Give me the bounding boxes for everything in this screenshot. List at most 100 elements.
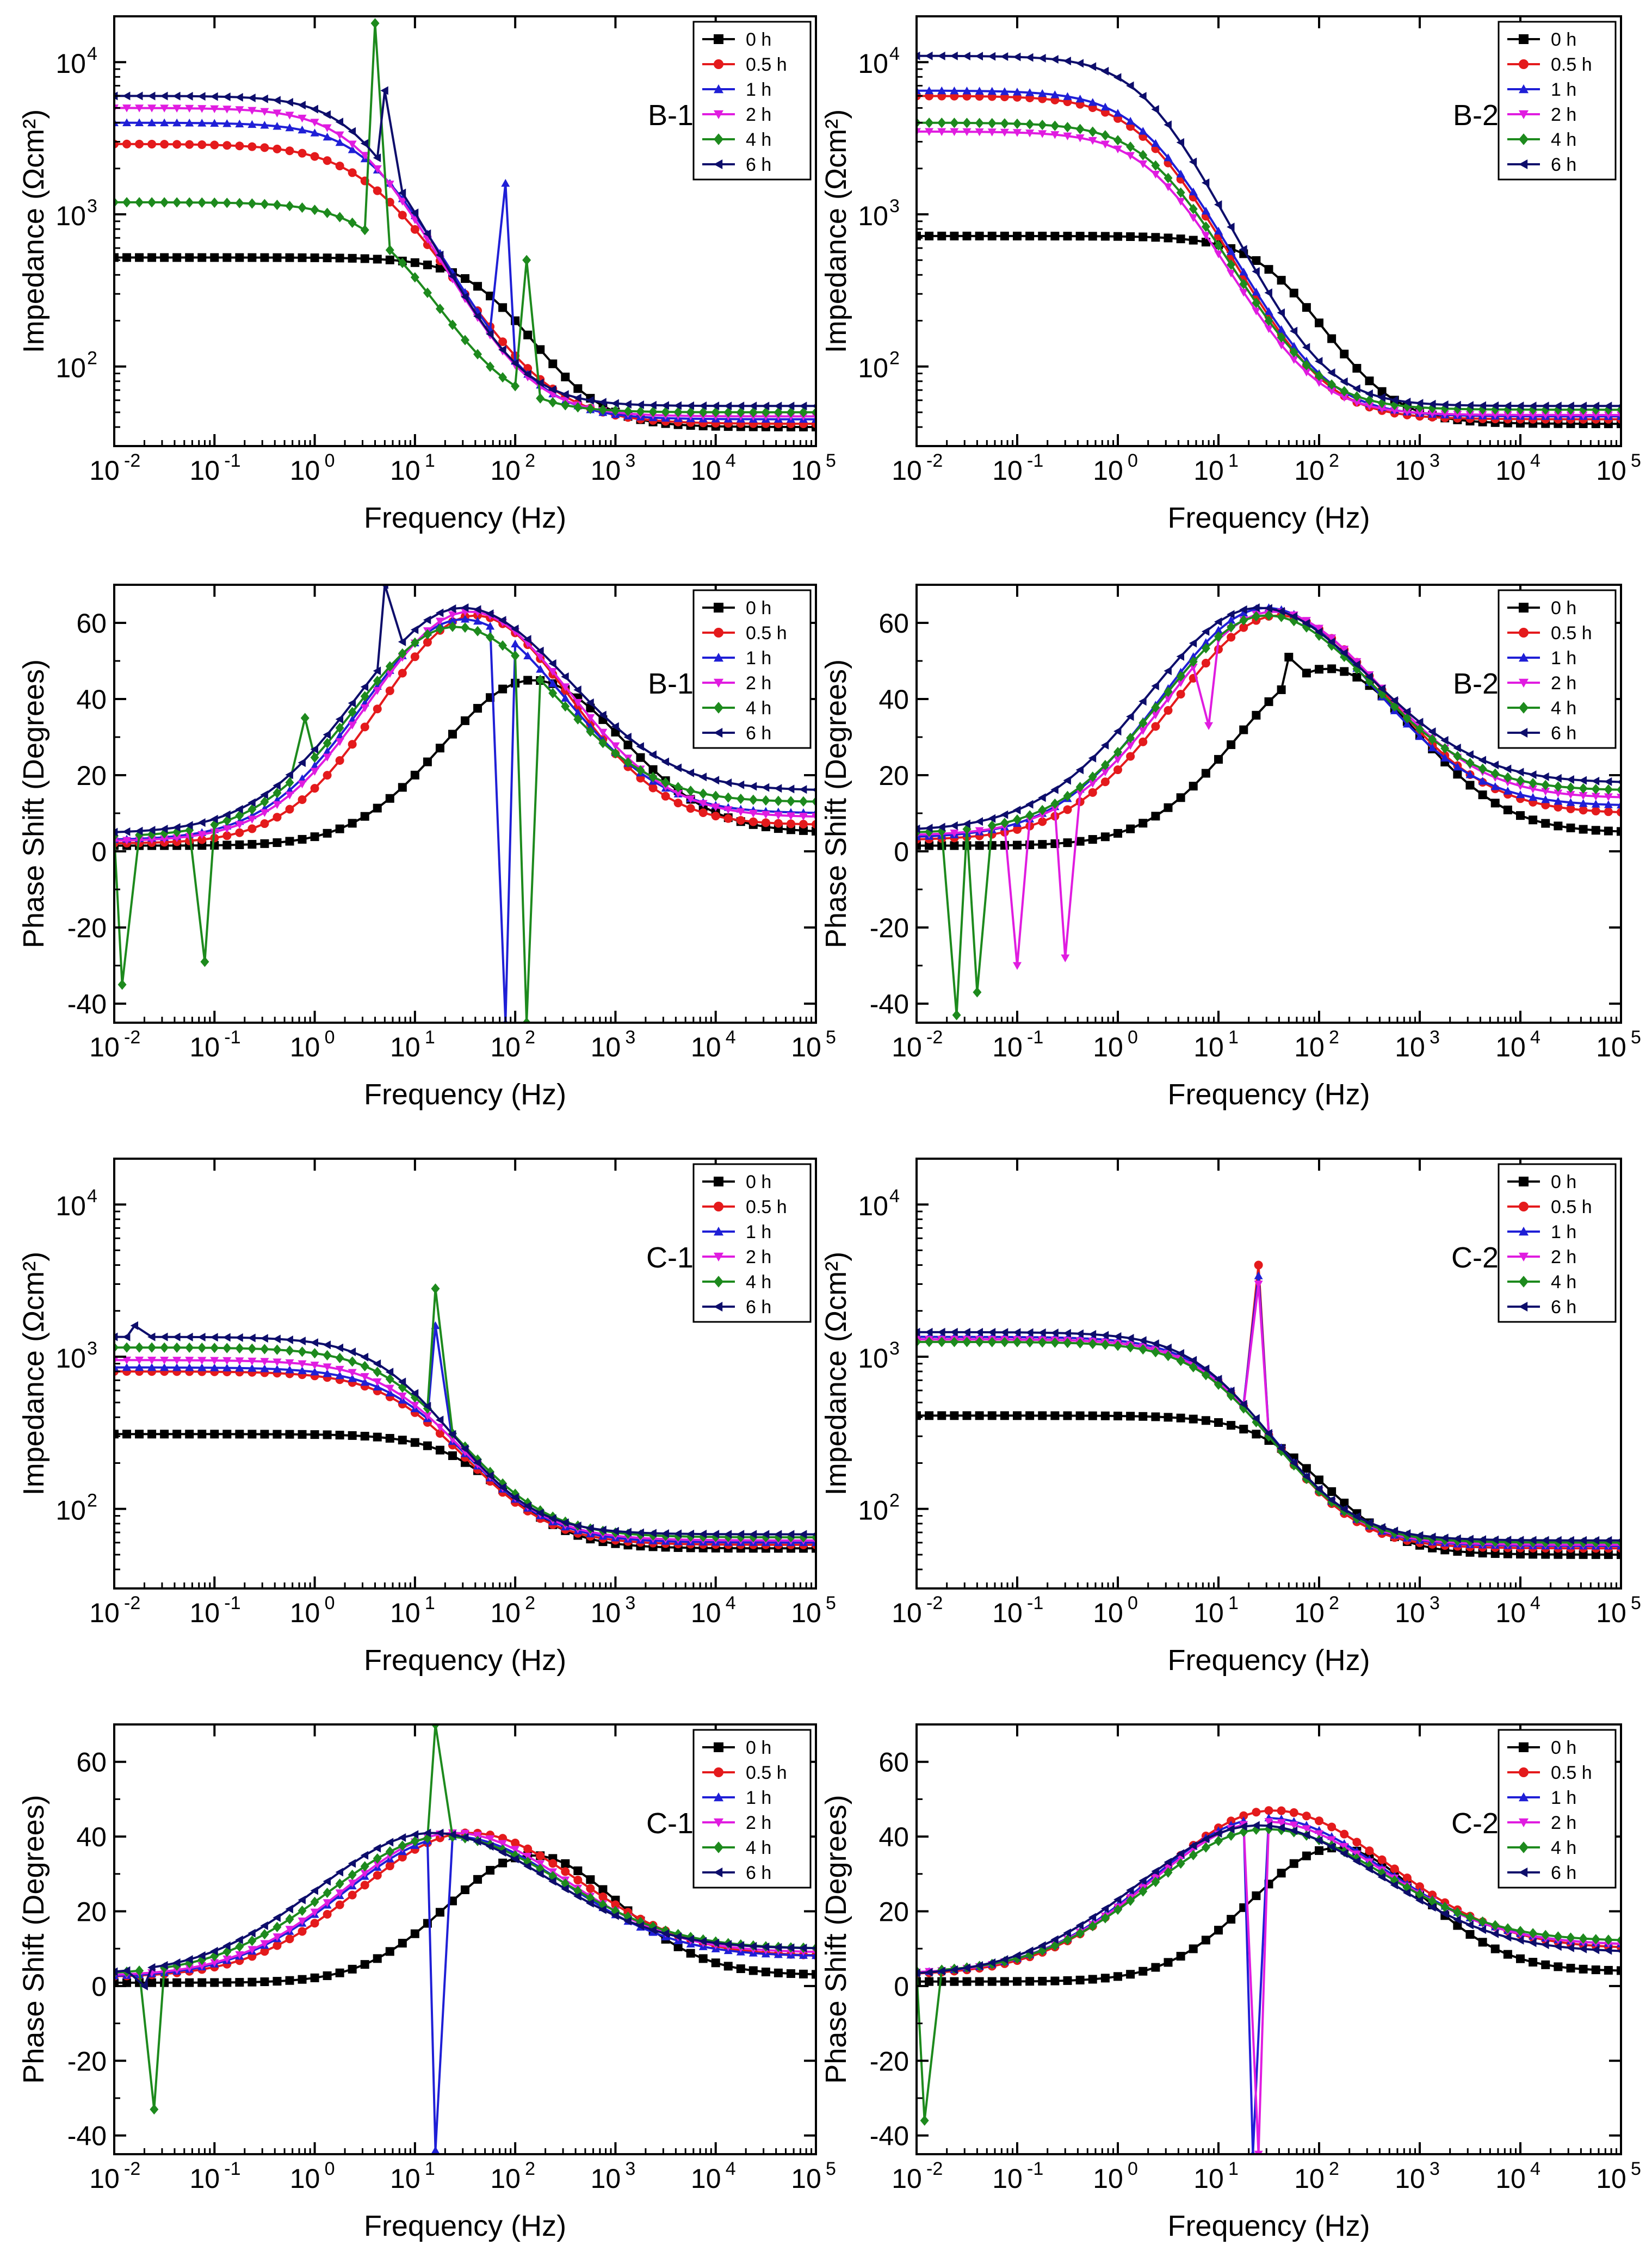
data-point-0-h [1164, 803, 1173, 812]
data-point-0-5-h [310, 784, 319, 793]
data-point-2-h [1176, 197, 1185, 206]
data-point-4-h [260, 199, 269, 209]
legend-box [1498, 1729, 1617, 1889]
data-point-4-h [1100, 1339, 1110, 1350]
x-tick-exponent: -2 [124, 1027, 140, 1048]
data-point-2-h [185, 104, 194, 113]
data-point-0-h [1176, 1952, 1185, 1961]
data-point-0-h [1617, 1550, 1621, 1559]
data-point-2-h [385, 1384, 394, 1393]
data-point-6-h [950, 1327, 958, 1337]
legend-label: 1 h [1551, 79, 1576, 100]
data-point-4-h [648, 406, 658, 417]
data-point-4-h [1050, 1337, 1060, 1348]
legend-marker [714, 702, 723, 714]
data-point-0-h [323, 1971, 332, 1980]
data-point-4-h [248, 1936, 257, 1946]
data-point-6-h [1352, 1512, 1360, 1522]
data-point-6-h [1428, 727, 1436, 737]
data-point-2-h [235, 1951, 244, 1959]
data-point-2-h [260, 1940, 269, 1948]
data-point-4-h [1579, 783, 1588, 794]
data-point-2-h [235, 821, 244, 829]
data-point-0-h [937, 231, 946, 240]
data-point-6-h [1264, 1821, 1272, 1831]
data-point-4-h [373, 1853, 382, 1864]
data-point-0-h [1088, 232, 1097, 241]
legend-marker [1519, 603, 1529, 613]
legend: 0 h0.5 h1 h2 h4 h6 h [1498, 21, 1617, 181]
data-point-6-h [423, 1401, 431, 1411]
y-tick-label: -20 [67, 913, 107, 943]
data-point-6-h [448, 1430, 456, 1439]
legend-label: 1 h [746, 648, 771, 669]
x-axis-title: Frequency (Hz) [364, 2210, 566, 2242]
data-point-0-h [260, 253, 269, 262]
x-tick-exponent: -1 [224, 450, 240, 471]
data-point-4-h [461, 335, 469, 345]
data-point-0-h [498, 1858, 508, 1868]
data-point-0-h [235, 1978, 244, 1987]
data-point-4-h [748, 407, 758, 418]
data-point-6-h [636, 1921, 644, 1931]
y-tick-exponent: 4 [87, 1186, 97, 1207]
legend-marker [1519, 1792, 1529, 1802]
data-point-4-h [536, 393, 545, 404]
data-point-0-h [1176, 1413, 1185, 1423]
data-point-4-h [1088, 1338, 1097, 1350]
data-point-6-h [1579, 401, 1587, 411]
y-axis-title: Phase Shift (Degrees) [820, 659, 852, 948]
data-point-2-h [1050, 131, 1060, 139]
data-point-6-h [786, 1943, 795, 1952]
data-point-0-h [1315, 665, 1323, 674]
data-point-0-h [1126, 1412, 1135, 1421]
legend: 0 h0.5 h1 h2 h4 h6 h [692, 21, 812, 181]
data-point-4-h [623, 757, 633, 768]
y-axis-title: Impedance (Ωcm²) [17, 109, 50, 353]
x-tick-exponent: 0 [1128, 1593, 1138, 1613]
x-tick-label: 10 [1093, 1598, 1123, 1628]
data-point-2-h [1025, 129, 1035, 138]
data-point-0-h [1151, 1412, 1160, 1421]
data-point-4-h [761, 795, 770, 806]
data-point-6-h [786, 1530, 795, 1539]
legend-marker [1519, 1818, 1529, 1827]
data-point-4-h [1277, 332, 1286, 343]
data-point-2-h [598, 728, 608, 737]
data-point-0-h [950, 1411, 959, 1420]
x-tick-exponent: 5 [1631, 450, 1641, 471]
data-point-6-h [511, 624, 519, 634]
data-point-2-h [1302, 617, 1311, 625]
y-tick-label: 0 [894, 837, 909, 867]
data-point-0-5-h [1604, 807, 1613, 817]
data-point-6-h [248, 94, 256, 103]
data-point-0-5-h [1201, 659, 1210, 668]
data-point-2-h [1554, 411, 1563, 419]
data-point-0-h [1315, 1846, 1323, 1855]
y-tick-label: 10 [858, 201, 888, 231]
data-point-6-h [1302, 1472, 1310, 1481]
data-point-0-h [1189, 236, 1198, 245]
data-point-1-h [1151, 139, 1160, 147]
data-point-6-h [586, 396, 594, 405]
data-point-0-h [523, 330, 533, 339]
data-point-1-h [1490, 782, 1500, 790]
data-point-6-h [1390, 1526, 1399, 1536]
data-point-4-h [1340, 386, 1349, 397]
data-point-0-5-h [698, 808, 708, 817]
data-point-0-h [1252, 710, 1261, 720]
x-tick-exponent: 1 [1228, 1593, 1239, 1613]
data-point-6-h [1453, 743, 1461, 752]
data-point-6-h [1063, 57, 1071, 66]
data-point-4-h [210, 197, 219, 208]
data-point-4-h [1000, 118, 1009, 129]
data-point-1-h [260, 1364, 269, 1372]
data-point-1-h [1239, 267, 1248, 276]
data-point-4-h [711, 407, 720, 418]
x-tick-label: 10 [1294, 455, 1325, 486]
data-point-4-h [661, 406, 670, 417]
plot-frame [915, 1723, 1622, 2155]
data-point-2-h [736, 808, 745, 817]
panel-label: C-1 [646, 1807, 694, 1840]
data-point-6-h [298, 1895, 306, 1904]
